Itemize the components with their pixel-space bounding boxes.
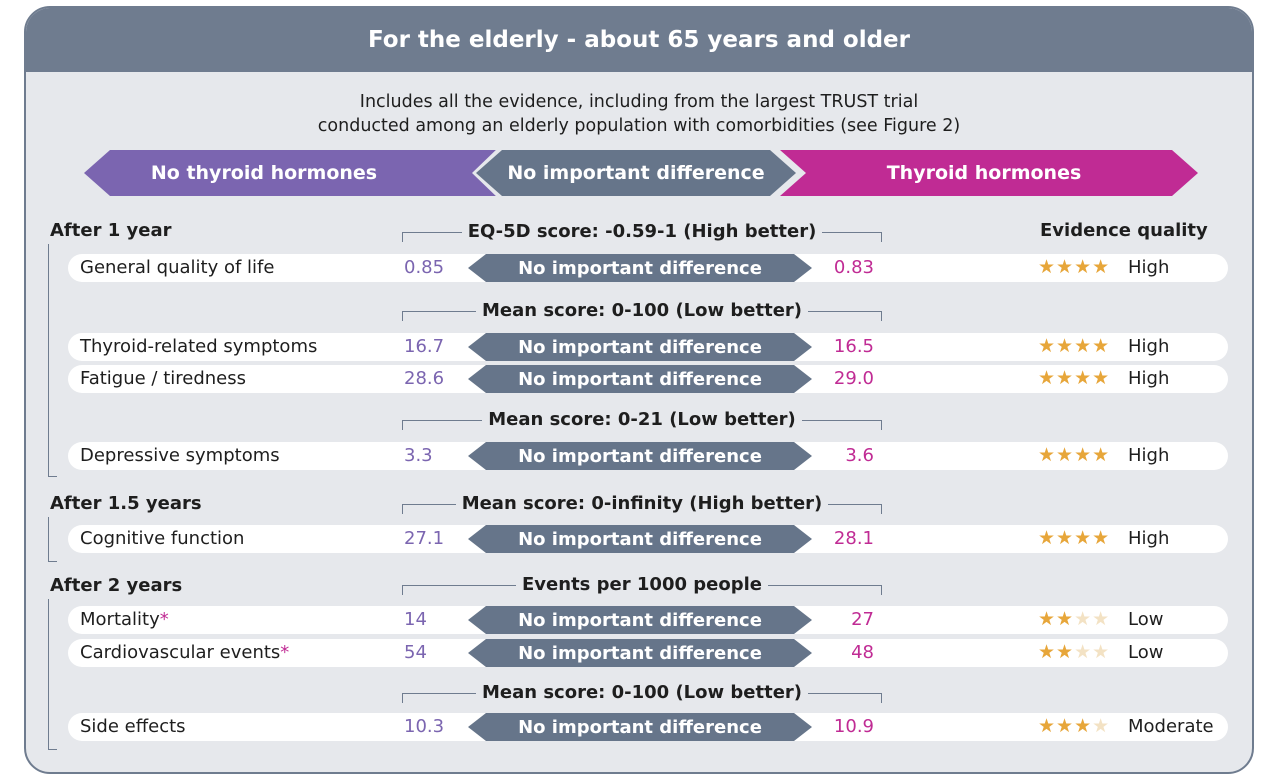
scale-mean-0-infinity-label: Mean score: 0-infinity (High better)	[455, 493, 829, 514]
outcome-row: Cardiovascular events* 54 No important d…	[68, 639, 1228, 667]
quality-label: Moderate	[1128, 716, 1214, 737]
difference-badge: No important difference	[468, 713, 812, 741]
quality-label: Low	[1128, 609, 1164, 630]
quality-stars-icon: ★★★★	[1038, 256, 1111, 278]
thyroid-value: 27	[851, 609, 874, 630]
no-important-difference-arrow: No important difference	[476, 150, 796, 196]
difference-badge: No important difference	[468, 365, 812, 393]
scale-mean-0-21-label: Mean score: 0-21 (Low better)	[482, 409, 802, 430]
group-bracket-2-years	[48, 599, 57, 750]
quality-stars-icon: ★★★★	[1038, 715, 1111, 737]
outcome-label: General quality of life	[80, 257, 275, 278]
outcome-row: Mortality* 14 No important difference 27…	[68, 606, 1228, 634]
scale-events-per-1000: Events per 1000 people	[402, 574, 882, 595]
scale-mean-0-100: Mean score: 0-100 (Low better)	[402, 300, 882, 321]
outcome-row: Fatigue / tiredness 28.6 No important di…	[68, 365, 1228, 393]
no-thyroid-value: 16.7	[404, 336, 445, 357]
no-thyroid-value: 10.3	[404, 716, 445, 737]
group-label-1-5-years: After 1.5 years	[50, 493, 202, 514]
thyroid-hormones-label: Thyroid hormones	[886, 162, 1082, 184]
quality-stars-icon: ★★★★	[1038, 608, 1111, 630]
panel-title: For the elderly - about 65 years and old…	[26, 8, 1252, 72]
outcome-row: Thyroid-related symptoms 16.7 No importa…	[68, 333, 1228, 361]
quality-label: High	[1128, 257, 1170, 278]
quality-stars-icon: ★★★★	[1038, 444, 1111, 466]
quality-stars-icon: ★★★★	[1038, 641, 1111, 663]
no-thyroid-value: 27.1	[404, 528, 445, 549]
thyroid-value: 29.0	[833, 368, 874, 389]
difference-badge: No important difference	[468, 639, 812, 667]
no-thyroid-value: 14	[404, 609, 427, 630]
thyroid-value: 48	[851, 642, 874, 663]
scale-mean-0-infinity: Mean score: 0-infinity (High better)	[402, 493, 882, 514]
evidence-quality-header: Evidence quality	[1040, 220, 1208, 241]
evidence-panel: For the elderly - about 65 years and old…	[24, 6, 1254, 774]
no-thyroid-value: 3.3	[404, 445, 433, 466]
quality-label: High	[1128, 445, 1170, 466]
no-thyroid-value: 54	[404, 642, 427, 663]
no-important-difference-label: No important difference	[507, 162, 765, 184]
no-thyroid-value: 0.85	[404, 257, 445, 278]
difference-badge: No important difference	[468, 254, 812, 282]
no-thyroid-hormones-arrow: No thyroid hormones	[84, 150, 504, 196]
quality-stars-icon: ★★★★	[1038, 527, 1111, 549]
quality-label: High	[1128, 528, 1170, 549]
outcome-row: Depressive symptoms 3.3 No important dif…	[68, 442, 1228, 470]
scale-mean-0-21: Mean score: 0-21 (Low better)	[402, 409, 882, 430]
group-label-2-years: After 2 years	[50, 575, 183, 596]
thyroid-value: 3.6	[845, 445, 874, 466]
outcome-label: Depressive symptoms	[80, 445, 280, 466]
outcome-label: Mortality*	[80, 609, 169, 630]
thyroid-value: 10.9	[833, 716, 874, 737]
group-label-1-year: After 1 year	[50, 220, 172, 241]
scale-mean-0-100-label: Mean score: 0-100 (Low better)	[475, 300, 809, 321]
outcome-label: Cardiovascular events*	[80, 642, 290, 663]
no-thyroid-value: 28.6	[404, 368, 445, 389]
quality-label: High	[1128, 336, 1170, 357]
scale-eq5d-label: EQ-5D score: -0.59-1 (High better)	[461, 221, 823, 242]
scale-events-per-1000-label: Events per 1000 people	[516, 574, 768, 595]
panel-subtitle: Includes all the evidence, including fro…	[26, 90, 1252, 138]
scale-side-effects-label: Mean score: 0-100 (Low better)	[475, 682, 809, 703]
outcome-row: General quality of life 0.85 No importan…	[68, 254, 1228, 282]
outcome-label: Cognitive function	[80, 528, 245, 549]
no-thyroid-hormones-label: No thyroid hormones	[150, 162, 378, 184]
difference-badge: No important difference	[468, 442, 812, 470]
thyroid-value: 16.5	[833, 336, 874, 357]
subtitle-line-1: Includes all the evidence, including fro…	[359, 92, 919, 112]
difference-badge: No important difference	[468, 606, 812, 634]
scale-eq5d: EQ-5D score: -0.59-1 (High better)	[402, 221, 882, 242]
outcome-label: Fatigue / tiredness	[80, 368, 247, 389]
subtitle-line-2: conducted among an elderly population wi…	[317, 116, 961, 136]
outcome-row: Side effects 10.3 No important differenc…	[68, 713, 1228, 741]
thyroid-value: 28.1	[833, 528, 874, 549]
quality-label: Low	[1128, 642, 1164, 663]
thyroid-value: 0.83	[833, 257, 874, 278]
outcome-label: Side effects	[80, 716, 186, 737]
quality-label: High	[1128, 368, 1170, 389]
scale-side-effects: Mean score: 0-100 (Low better)	[402, 682, 882, 703]
group-bracket-1-year	[48, 244, 57, 477]
group-bracket-1-5-years	[48, 517, 57, 562]
quality-stars-icon: ★★★★	[1038, 335, 1111, 357]
outcome-label: Thyroid-related symptoms	[80, 336, 318, 357]
difference-badge: No important difference	[468, 525, 812, 553]
outcome-row: Cognitive function 27.1 No important dif…	[68, 525, 1228, 553]
difference-badge: No important difference	[468, 333, 812, 361]
quality-stars-icon: ★★★★	[1038, 367, 1111, 389]
thyroid-hormones-arrow: Thyroid hormones	[780, 150, 1198, 196]
